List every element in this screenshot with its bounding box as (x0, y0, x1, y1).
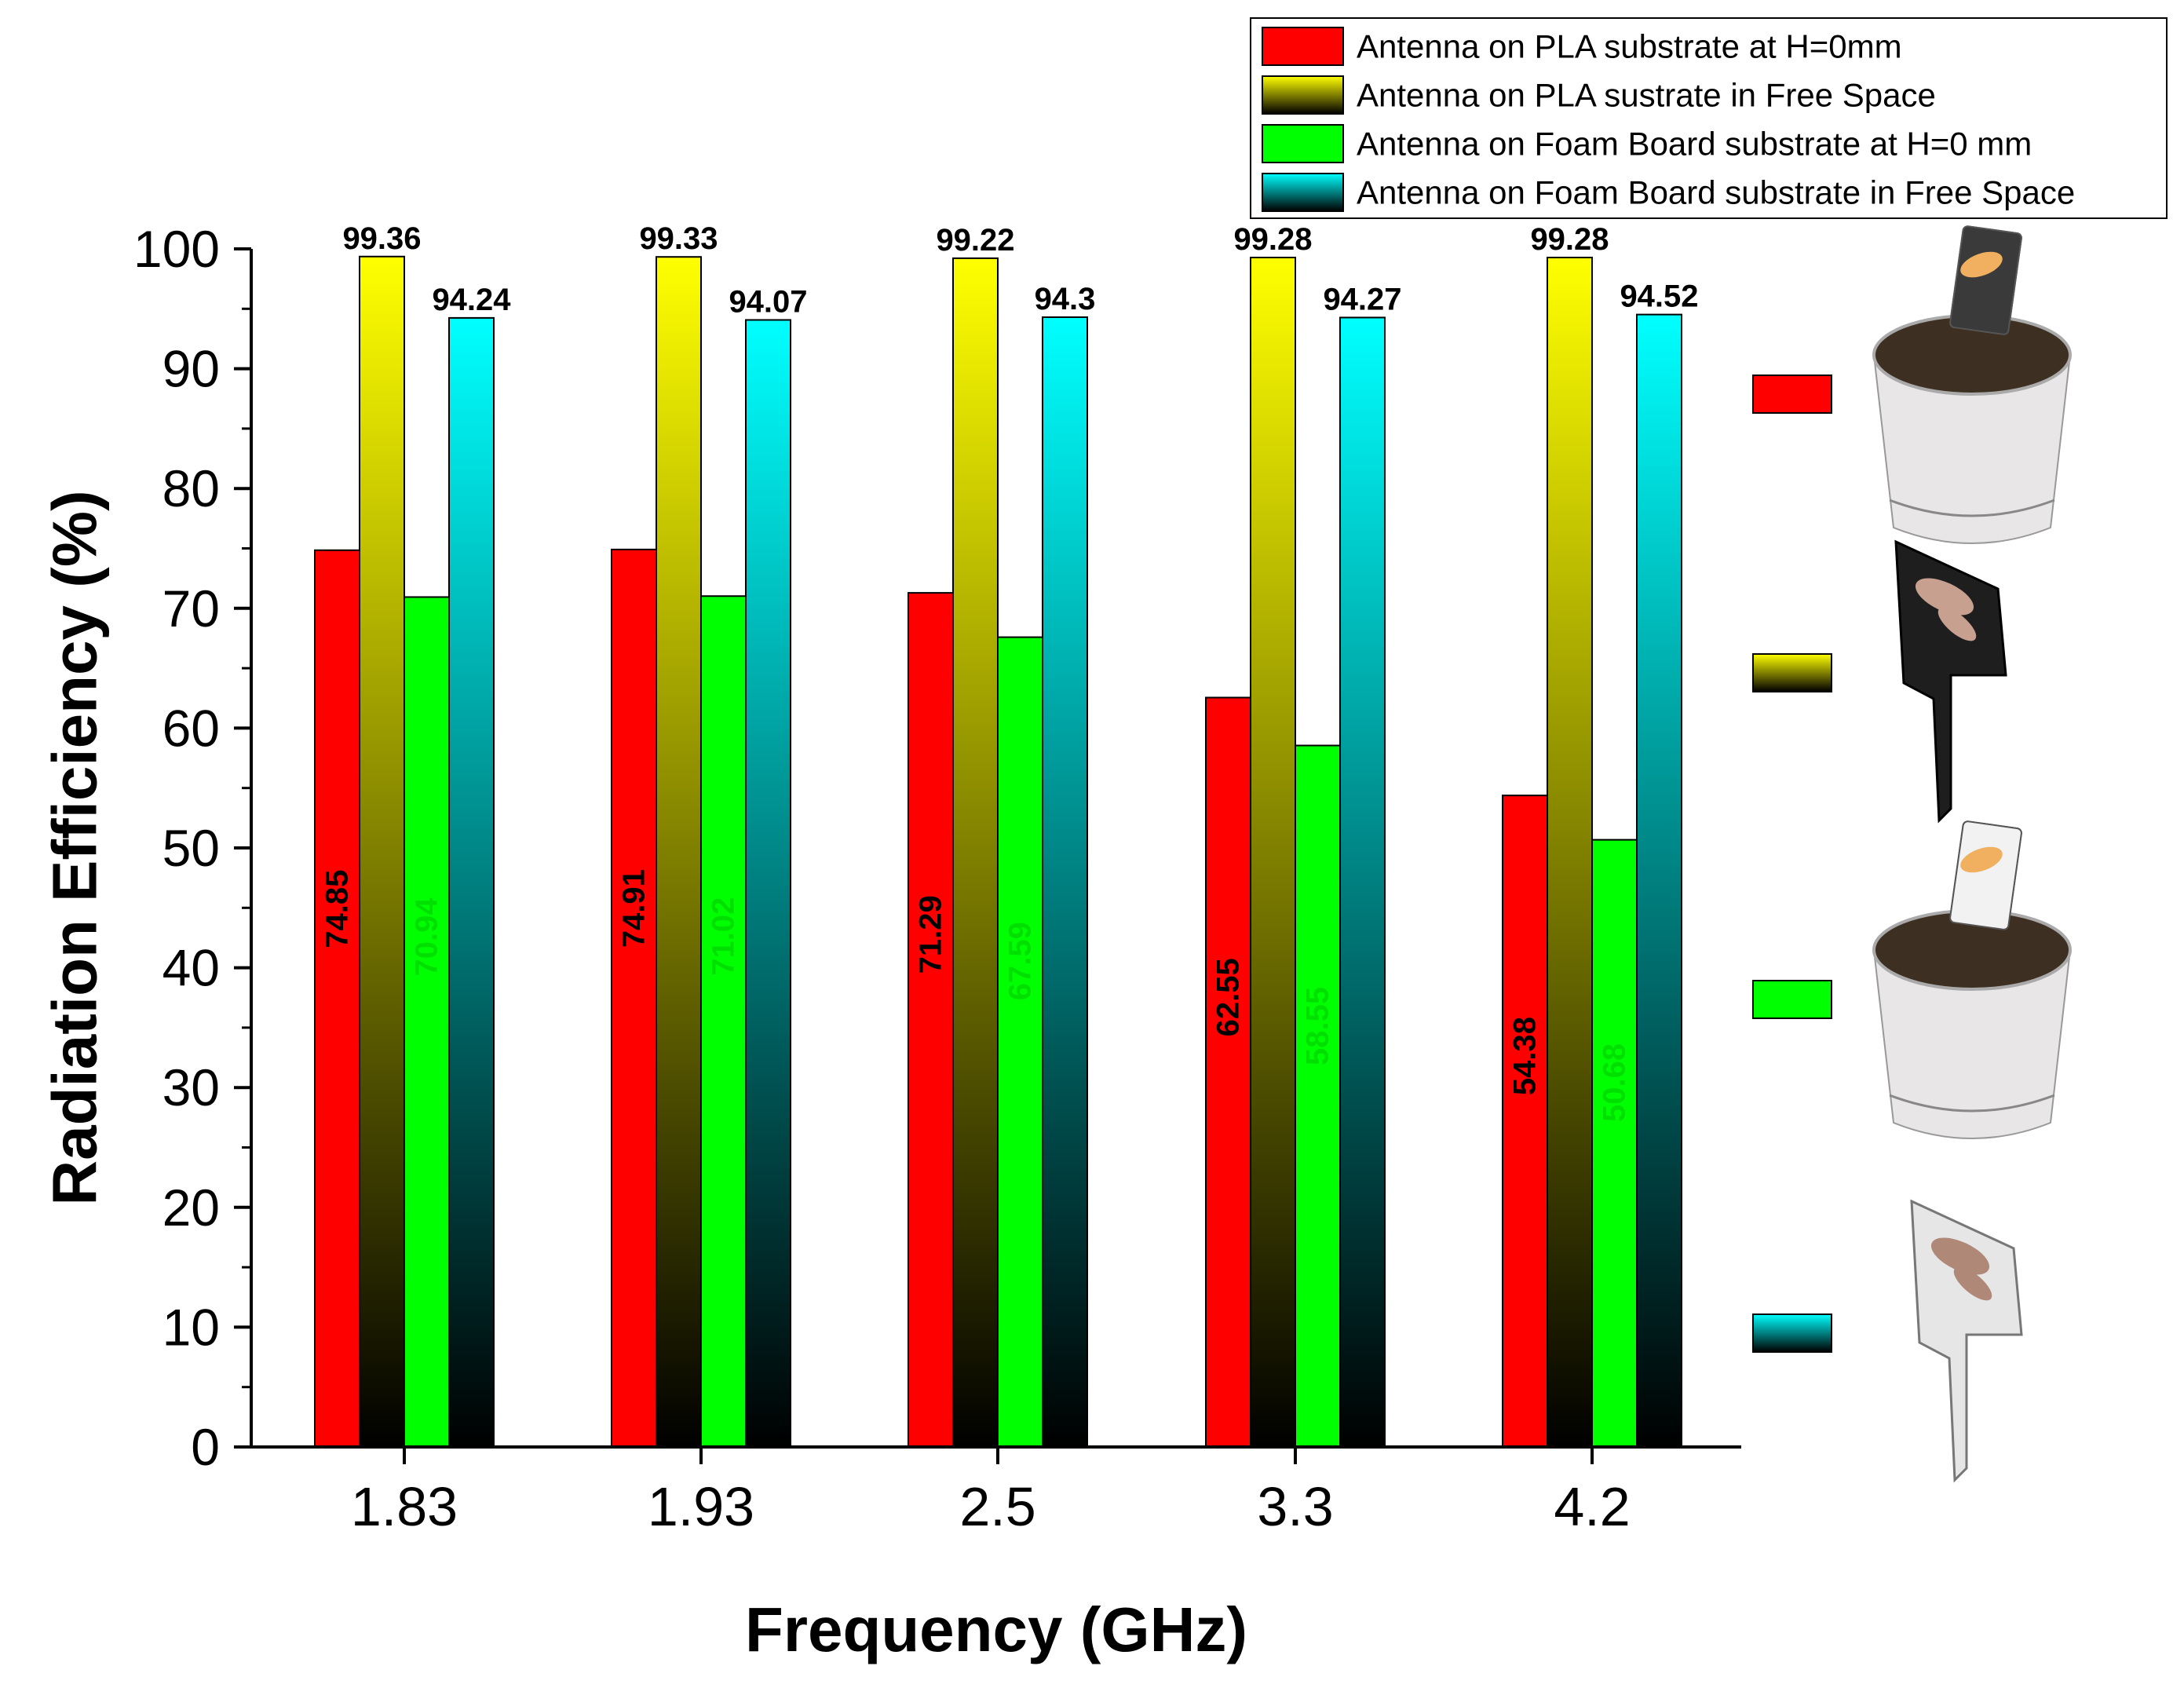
legend-swatch-1 (1262, 75, 1344, 115)
bar-2-3 (1042, 316, 1088, 1448)
bar-3-2 (1295, 744, 1341, 1448)
bar-1-1 (656, 256, 702, 1448)
legend-label-0: Antenna on PLA substrate at H=0mm (1357, 28, 1902, 65)
bar-1-3 (745, 319, 791, 1448)
data-label-2-0: 71.29 (914, 895, 948, 974)
antenna-patch-front (1960, 251, 2003, 278)
x-tick-label-3: 3.3 (1257, 1476, 1333, 1537)
legend-frame (1250, 17, 2168, 219)
dark-antenna-stake-icon (1894, 539, 2007, 824)
bar-3-1 (1250, 256, 1296, 1449)
side-key-swatch-2 (1752, 980, 1832, 1019)
y-tick-label-5: 50 (163, 819, 220, 877)
antenna-in-plant-pot-light-icon (1872, 820, 2072, 1139)
bar-4-3 (1636, 313, 1682, 1449)
antenna-card-front (1949, 225, 2022, 335)
data-labels-group: 74.85 99.36 70.94 94.24 74.91 99.33 71.02 94.07… (320, 221, 1699, 1122)
bar-4-1 (1547, 256, 1593, 1449)
data-label-1-1: 99.33 (639, 221, 718, 256)
data-label-1-2: 71.02 (707, 897, 741, 976)
stake-body (1910, 1199, 2023, 1483)
y-tick-label-0: 0 (191, 1418, 220, 1476)
antenna-patch-front (1960, 846, 2003, 873)
data-label-0-1: 99.36 (342, 221, 421, 256)
axes-group: 0 10 20 30 40 50 60 70 80 90 100 1.83 1.93 2.5 3.3 4.2 F… (40, 220, 1741, 1664)
data-label-2-2: 67.59 (1003, 922, 1038, 1000)
data-label-3-0: 62.55 (1211, 958, 1246, 1036)
legend-label-3: Antenna on Foam Board substrate in Free … (1357, 174, 2075, 211)
x-tick-label-1: 1.93 (648, 1476, 754, 1537)
data-label-3-2: 58.55 (1301, 987, 1335, 1065)
legend-label-2: Antenna on Foam Board substrate at H=0 m… (1357, 126, 2032, 163)
y-tick-label-10: 100 (133, 220, 220, 278)
data-label-0-0: 74.85 (320, 870, 355, 948)
data-label-4-3: 94.52 (1620, 280, 1698, 314)
stake-body (1894, 539, 2007, 824)
pot-rim-line (1889, 1094, 2055, 1113)
data-label-4-2: 50.68 (1598, 1043, 1632, 1122)
y-tick-label-4: 40 (163, 939, 220, 997)
legend: Antenna on PLA substrate at H=0mm Antenna… (1250, 17, 2168, 219)
data-label-4-1: 99.28 (1530, 222, 1609, 257)
data-label-3-1: 99.28 (1233, 222, 1312, 257)
x-axis-title: Frequency (GHz) (745, 1595, 1247, 1664)
y-tick-label-9: 90 (163, 340, 220, 398)
light-antenna-stake-icon (1910, 1199, 2023, 1483)
bar-2-2 (997, 636, 1043, 1448)
side-key-swatch-1 (1752, 653, 1832, 692)
bar-1-2 (700, 595, 747, 1449)
stake-patch-lower (1937, 607, 1977, 641)
stake-patch (1930, 1237, 1990, 1275)
antenna-in-plant-pot-dark-icon (1872, 225, 2072, 544)
data-label-2-1: 99.22 (936, 223, 1014, 258)
pot-body (1872, 949, 2072, 1139)
data-label-0-2: 70.94 (410, 897, 444, 977)
data-label-2-3: 94.3 (1035, 282, 1096, 316)
side-key-swatch-0 (1752, 375, 1832, 414)
y-tick-label-6: 60 (163, 699, 220, 757)
bar-2-0 (908, 592, 954, 1448)
data-label-3-3: 94.27 (1323, 282, 1401, 316)
x-tick-label-4: 4.2 (1554, 1476, 1630, 1537)
legend-swatch-0 (1262, 27, 1344, 66)
pot-body (1872, 354, 2072, 544)
bar-4-0 (1502, 795, 1548, 1448)
stake-patch (1915, 578, 1974, 616)
bar-2-1 (952, 257, 999, 1448)
data-label-4-0: 54.38 (1508, 1017, 1543, 1095)
legend-swatch-2 (1262, 124, 1344, 163)
legend-label-1: Antenna on PLA sustrate in Free Space (1357, 77, 1936, 114)
side-key-swatch-3 (1752, 1313, 1832, 1353)
bar-3-0 (1205, 696, 1251, 1448)
bar-0-3 (448, 316, 495, 1449)
pot-rim-line (1889, 499, 2055, 517)
bar-4-2 (1591, 839, 1638, 1448)
data-label-1-3: 94.07 (729, 284, 807, 319)
y-tick-label-7: 70 (163, 579, 220, 638)
bar-3-3 (1339, 316, 1386, 1448)
y-tick-label-1: 10 (163, 1298, 220, 1356)
bars-group (314, 255, 1682, 1449)
data-label-1-0: 74.91 (617, 869, 652, 948)
x-tick-label-2: 2.5 (959, 1476, 1035, 1537)
y-axis-title: Radiation Efficiency (%) (40, 490, 110, 1205)
bar-0-1 (359, 255, 405, 1449)
x-tick-label-0: 1.83 (351, 1476, 458, 1537)
bar-1-0 (611, 548, 657, 1448)
legend-swatch-3 (1262, 173, 1344, 212)
stake-patch-lower (1953, 1266, 1992, 1301)
y-tick-label-8: 80 (163, 459, 220, 517)
bar-0-0 (314, 549, 360, 1449)
antenna-card-front (1949, 820, 2022, 930)
y-tick-label-3: 30 (163, 1058, 220, 1116)
side-key (1752, 225, 2072, 1483)
bar-0-2 (404, 596, 450, 1449)
data-label-0-3: 94.24 (432, 283, 511, 317)
y-tick-label-2: 20 (163, 1178, 220, 1237)
